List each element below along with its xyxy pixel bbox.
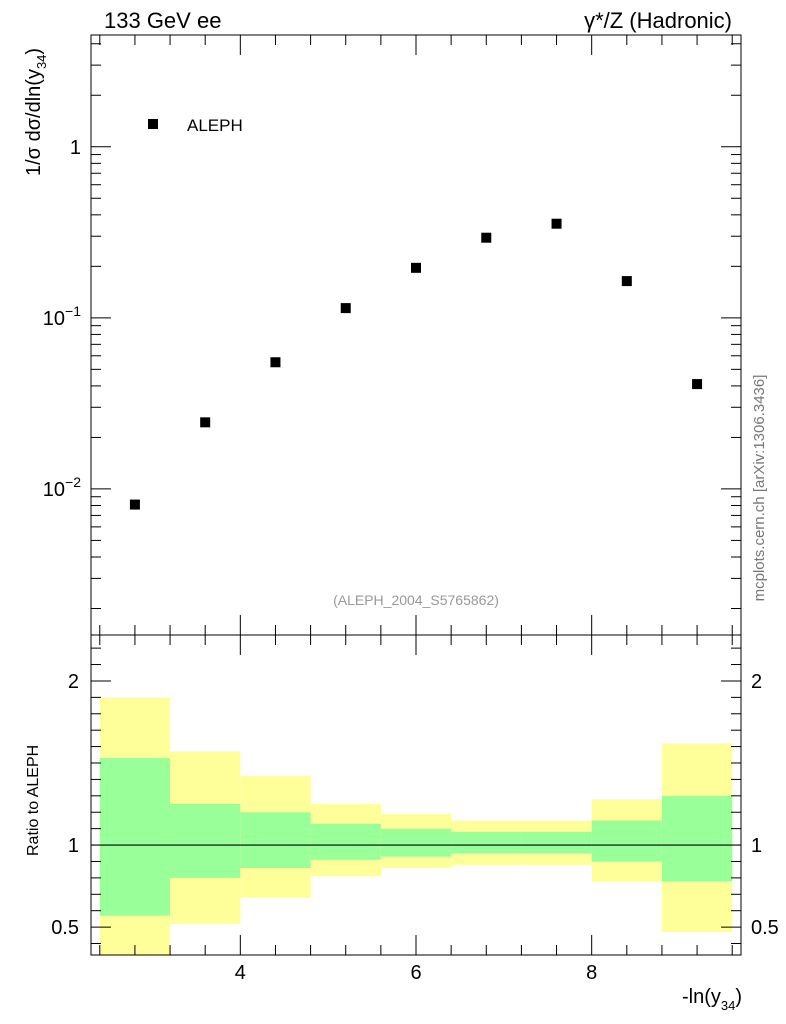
analysis-id-label: (ALEPH_2004_S5765862) bbox=[333, 592, 499, 608]
x-axis-title-suffix: ) bbox=[735, 986, 742, 1008]
data-point-8 bbox=[621, 276, 632, 287]
y-tick-label: 10−1 bbox=[43, 303, 81, 330]
legend-label: ALEPH bbox=[187, 116, 243, 135]
inner-band-bin-9 bbox=[661, 795, 733, 882]
ratio-y-tick-label-left: 1 bbox=[68, 835, 79, 857]
ratio-frame bbox=[90, 634, 742, 956]
main-y-axis-title-suffix: ) bbox=[23, 48, 45, 55]
x-tick-label: 6 bbox=[410, 962, 421, 984]
inner-band-bin-4 bbox=[310, 823, 381, 860]
inner-band-bin-7 bbox=[521, 831, 592, 854]
main-tick-labels: 10−2 10−1 1 bbox=[43, 137, 81, 501]
ratio-y-tick-label-right: 1 bbox=[751, 835, 762, 857]
data-point-3 bbox=[270, 357, 281, 368]
main-axis-ticks bbox=[91, 35, 741, 635]
x-axis-title-sub: 34 bbox=[721, 998, 735, 1013]
data-point-1 bbox=[129, 499, 140, 510]
data-point-2 bbox=[200, 417, 211, 428]
x-tick-label: 4 bbox=[235, 962, 246, 984]
x-axis-title-prefix: -ln(y bbox=[682, 986, 721, 1008]
ratio-y-tick-label-right: 2 bbox=[751, 671, 762, 693]
inner-band-bin-8 bbox=[591, 820, 662, 862]
data-point-5 bbox=[411, 262, 421, 273]
ratio-tick-labels: 0.5 0.5 1 1 2 2 4 6 8 bbox=[51, 671, 779, 984]
ratio-y-axis-title: Ratio to ALEPH bbox=[25, 745, 42, 856]
inner-band-bin-3 bbox=[240, 812, 311, 869]
ratio-y-tick-label-left: 2 bbox=[68, 671, 79, 693]
inner-band-bin-2 bbox=[170, 804, 241, 878]
ratio-bands bbox=[91, 697, 741, 955]
data-point-7 bbox=[551, 218, 562, 229]
y-tick-label: 10−2 bbox=[43, 474, 81, 501]
ratio-y-tick-label-left: 0.5 bbox=[51, 917, 79, 939]
header-right-label: γ*/Z (Hadronic) bbox=[584, 8, 732, 33]
aleph-data-points bbox=[129, 218, 703, 510]
ratio-axis-ticks bbox=[91, 635, 741, 955]
data-point-9 bbox=[692, 379, 703, 390]
main-y-axis-title-prefix: 1/σ dσ/dln(y bbox=[23, 69, 45, 176]
watermark-label: mcplots.cern.ch [arXiv:1306.3436] bbox=[751, 375, 768, 602]
data-point-4 bbox=[340, 303, 351, 314]
inner-band-bin-5 bbox=[380, 828, 452, 857]
y-tick-label: 1 bbox=[70, 137, 81, 159]
data-point-6 bbox=[481, 232, 492, 243]
main-y-axis-title: 1/σ dσ/dln(y34) bbox=[23, 48, 49, 176]
main-y-axis-title-sub: 34 bbox=[34, 55, 49, 69]
inner-band-bin-1 bbox=[99, 758, 171, 916]
ratio-y-tick-label-right: 0.5 bbox=[751, 917, 779, 939]
x-axis-title: -ln(y34) bbox=[682, 986, 742, 1013]
x-tick-label: 8 bbox=[586, 962, 597, 984]
inner-band-bin-6 bbox=[451, 831, 522, 854]
legend-marker bbox=[148, 119, 158, 129]
header-left-label: 133 GeV ee bbox=[104, 8, 221, 33]
